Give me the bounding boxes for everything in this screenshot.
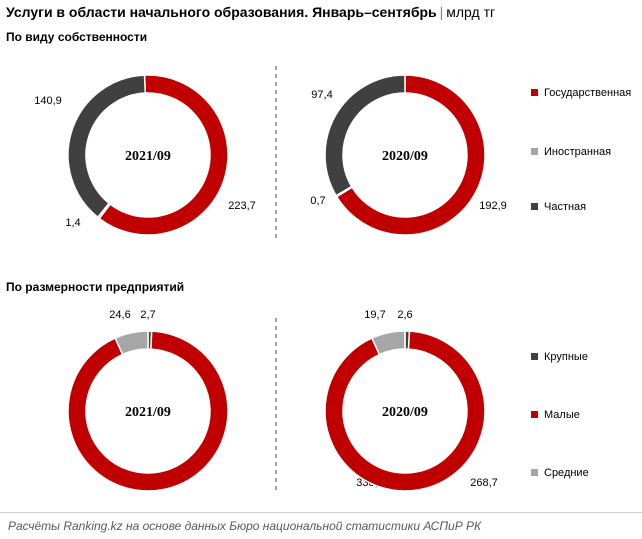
legend-swatch [531,353,538,360]
slice-Малые [67,330,229,492]
slice-Малые [324,330,486,492]
data-label: 97,4 [311,89,332,101]
slice-Средние [370,330,406,356]
data-label: 1,4 [65,217,80,229]
legend-size: Крупные Малые Средние [531,351,589,479]
data-label: 19,7 [364,309,385,321]
donut-center-label: 2021/09 [125,149,171,164]
data-label: 140,9 [34,95,62,107]
donut-charts: 223,71,4140,92021/09192,90,797,42020/092… [34,66,631,492]
legend-swatch [531,469,538,476]
legend-swatch [531,89,538,96]
donut-center-label: 2020/09 [382,149,428,164]
chart-title: Услуги в области начального образования.… [6,4,437,20]
donut-chart-0: 223,7 1,4 140,9 2021/09 [34,74,256,236]
slice-Государственная [335,74,486,236]
section-title-size: По размерности предприятий [6,280,185,294]
data-label: 0,7 [310,195,325,207]
data-label: 2,7 [140,309,155,321]
data-label: 24,6 [109,309,130,321]
unit-label: млрд тг [446,4,496,20]
slice-Государственная [98,74,229,236]
slice-Частная [67,74,147,219]
data-label: 223,7 [228,200,256,212]
slice-Средние [114,330,149,356]
donut-center-label: 2020/09 [382,405,428,420]
page-title: Услуги в области начального образования.… [6,4,495,20]
data-label: 192,9 [479,200,507,212]
donut-chart-3: 2,6 268,7 19,7 2020/09 [324,309,498,492]
data-label: 268,7 [470,477,498,489]
legend-label: Частная [544,201,586,213]
section-title-ownership: По виду собственности [6,30,148,44]
slice-Частная [324,74,406,197]
source-note: Расчёты Ranking.kz на основе данных Бюро… [8,519,482,533]
donut-center-label: 2021/09 [125,405,171,420]
legend-label: Средние [544,467,589,479]
legend-label: Малые [544,409,580,421]
legend-swatch [531,148,538,155]
legend-ownership: Государственная Иностранная Частная [531,87,631,213]
donut-chart-1: 192,9 0,7 97,4 2020/09 [310,74,507,236]
legend-label: Крупные [544,351,588,363]
legend-label: Государственная [544,87,631,99]
footer: Расчёты Ranking.kz на основе данных Бюро… [0,512,642,539]
legend-label: Иностранная [544,146,611,158]
data-label: 2,6 [397,309,412,321]
legend-swatch [531,411,538,418]
legend-swatch [531,203,538,210]
title-separator: | [439,4,444,20]
